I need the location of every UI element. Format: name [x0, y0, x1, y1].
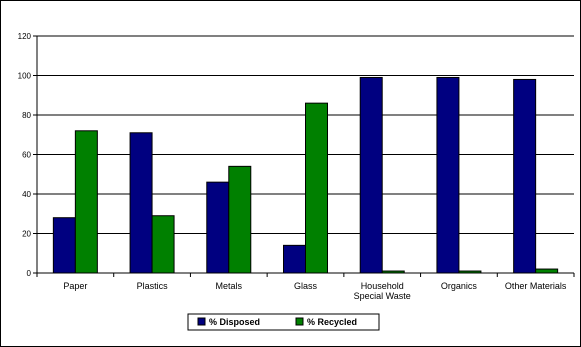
legend-box	[187, 313, 380, 331]
legend: % Disposed % Recycled	[187, 313, 380, 331]
bar-recycled	[535, 268, 559, 274]
x-tick-labels: Paper Plastics Metals Glass Household Special…	[63, 281, 567, 301]
y-tick-label: 0	[27, 269, 32, 278]
x-tick-label: Paper	[63, 281, 87, 291]
gridlines	[37, 35, 574, 234]
bar-recycled	[74, 130, 98, 274]
bar-disposed	[513, 78, 537, 274]
bar-disposed	[129, 132, 153, 274]
y-tick-label: 120	[18, 32, 32, 41]
bars	[52, 76, 559, 274]
y-tick-label: 60	[22, 151, 31, 160]
x-tick-label: Metals	[216, 281, 243, 291]
y-tick-label: 40	[22, 190, 31, 199]
bar-recycled	[151, 215, 175, 274]
y-tick-label: 100	[18, 72, 32, 81]
bar-recycled	[228, 165, 252, 274]
bar-recycled	[305, 102, 328, 274]
legend-label: % Disposed	[209, 317, 260, 327]
bar-disposed	[283, 244, 306, 274]
bar-disposed	[436, 76, 460, 274]
bar-disposed	[52, 217, 76, 274]
bar-disposed	[359, 76, 383, 274]
y-tick-labels: 0 20 40 60 80 100 120	[18, 32, 32, 278]
y-tick-label: 80	[22, 111, 31, 120]
legend-swatch-disposed	[197, 317, 206, 326]
legend-label: % Recycled	[307, 317, 357, 327]
bar-disposed	[206, 181, 230, 274]
legend-swatch-recycled	[295, 317, 304, 326]
x-tick-label: Other Materials	[505, 281, 567, 291]
y-tick-label: 20	[22, 230, 31, 239]
x-tick-label: Glass	[294, 281, 318, 291]
x-tick-label: Plastics	[137, 281, 169, 291]
axes	[33, 35, 575, 277]
x-tick-label: Household Special Waste	[354, 281, 411, 301]
x-tick-label: Organics	[441, 281, 478, 291]
